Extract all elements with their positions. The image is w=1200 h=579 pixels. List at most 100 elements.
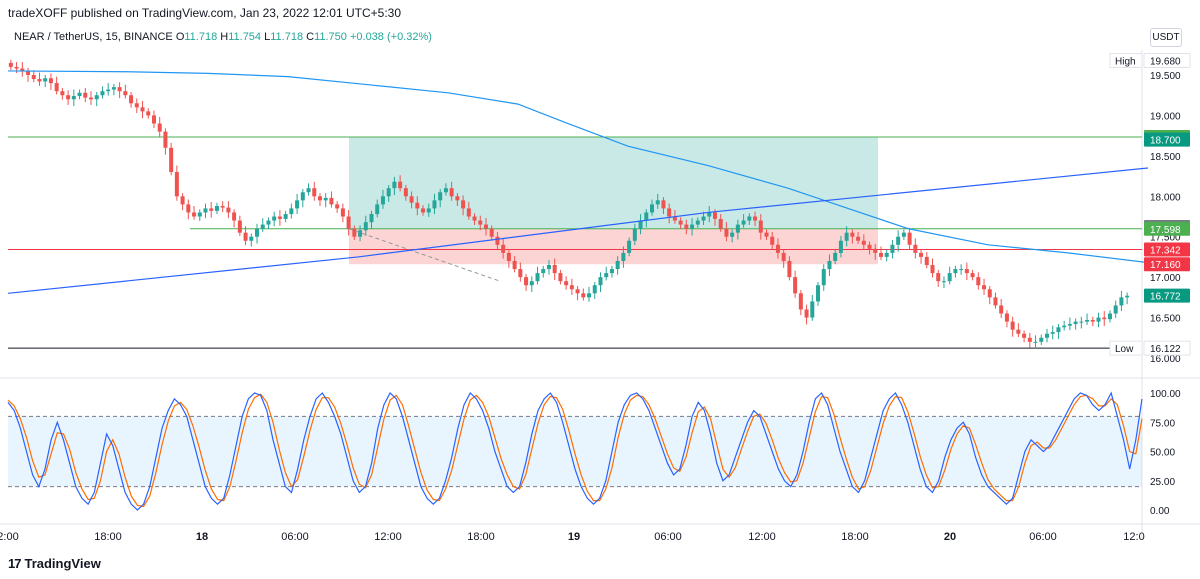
time-tick-label: 06:00 — [281, 531, 309, 543]
candle — [203, 203, 208, 219]
candle-body — [730, 232, 735, 237]
price-tag: 19.680 High — [1109, 52, 1191, 68]
time-tick-label: 20 — [944, 531, 956, 543]
time-tick-label: 06:00 — [654, 531, 682, 543]
candle-body — [856, 236, 861, 241]
candle-body — [695, 220, 700, 225]
candle — [472, 213, 477, 225]
price-tick-label: 17.500 — [1150, 233, 1181, 244]
candle-body — [1119, 297, 1124, 306]
candle — [89, 91, 94, 105]
candle — [1033, 335, 1038, 349]
candle — [398, 175, 403, 192]
candle — [1113, 300, 1118, 318]
candle — [421, 205, 426, 216]
candle — [186, 199, 191, 220]
candle-body — [277, 216, 282, 219]
candle — [26, 67, 31, 82]
candle — [369, 210, 374, 230]
candle — [180, 193, 185, 211]
candle — [1107, 310, 1112, 323]
oscillator-tick-label: 100.00 — [1150, 389, 1181, 400]
candle-body — [587, 293, 592, 298]
candle — [890, 239, 895, 259]
candle — [432, 193, 437, 215]
candle-body — [329, 197, 334, 205]
candle-body — [838, 240, 843, 253]
candle-body — [249, 236, 254, 241]
candle-body — [850, 232, 855, 237]
tradingview-mark-icon: 17 — [8, 556, 22, 571]
candle-body — [295, 200, 300, 209]
candle-body — [140, 107, 145, 112]
currency-button[interactable]: USDT — [1150, 28, 1182, 47]
candle — [129, 91, 134, 108]
candle — [375, 199, 380, 218]
candle — [707, 205, 712, 223]
price-tag-bg — [1143, 52, 1191, 68]
candle — [609, 265, 614, 278]
candle — [438, 189, 443, 208]
candle-body — [312, 188, 317, 197]
candle-body — [232, 212, 237, 221]
candle — [403, 184, 408, 201]
candle-body — [1102, 317, 1107, 320]
candle-body — [993, 297, 998, 306]
candle-body — [1033, 341, 1038, 343]
candle — [443, 183, 448, 196]
oscillator-tick-label: 0.00 — [1150, 506, 1170, 517]
candle-body — [907, 232, 912, 245]
candle-body — [564, 281, 569, 286]
main-pane: 16.000 16.500 17.000 17.500 18.000 18.500 19.0… — [7, 52, 1191, 365]
candle — [907, 227, 912, 250]
candle-body — [106, 89, 111, 92]
candle — [380, 189, 385, 209]
candle-body — [821, 269, 826, 286]
candle — [506, 249, 511, 268]
position-path-line — [348, 228, 501, 282]
candle — [753, 211, 758, 227]
candle — [764, 229, 769, 240]
candle-body — [100, 91, 105, 96]
candle-body — [798, 293, 803, 310]
candle — [724, 222, 729, 242]
candle-body — [833, 252, 838, 261]
candle — [919, 249, 924, 264]
candle-body — [724, 228, 729, 237]
candle-body — [157, 123, 162, 132]
candle-body — [26, 70, 31, 75]
candle-body — [260, 224, 265, 229]
candle-body — [415, 202, 420, 209]
candle — [1096, 312, 1101, 328]
time-axis: 2:00 18:00 18 06:00 12:00 18:00 19 06:00 12:00 18… — [0, 531, 1145, 543]
candle — [358, 225, 363, 242]
candle-body — [569, 285, 574, 290]
candle-body — [506, 252, 511, 261]
candle — [146, 108, 151, 119]
candle-body — [483, 224, 488, 229]
candle — [604, 266, 609, 281]
price-tag: 17.160 — [1144, 257, 1190, 272]
stoch-d-line — [7, 393, 1143, 508]
price-tag-text: 18.700 — [1150, 136, 1181, 147]
candle — [220, 201, 225, 213]
candle — [352, 225, 357, 240]
candle-body — [358, 230, 363, 237]
stoch-k-line — [7, 391, 1143, 511]
symbol-name[interactable]: NEAR / TetherUS, 15, BINANCE — [14, 31, 173, 43]
candle-body — [661, 200, 666, 209]
candle-body — [398, 181, 403, 189]
candle-body — [289, 208, 294, 215]
candle — [690, 218, 695, 236]
candle-body — [363, 222, 368, 231]
price-tag-bg — [1143, 340, 1191, 356]
candle-body — [678, 220, 683, 225]
candle — [695, 217, 700, 228]
candle — [775, 238, 780, 259]
candle — [209, 201, 214, 218]
candle-body — [1067, 324, 1072, 326]
candle-body — [255, 228, 260, 237]
candle — [1079, 316, 1084, 329]
candle-body — [163, 131, 168, 148]
